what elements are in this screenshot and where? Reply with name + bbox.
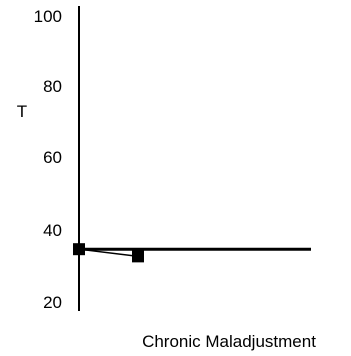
y-tick-label-100: 100 [34, 7, 62, 26]
y-axis-label: T [17, 102, 27, 121]
x-axis-label: Chronic Maladjustment [142, 332, 316, 351]
y-tick-labels: 100 80 60 40 20 [34, 7, 62, 312]
y-tick-label-40: 40 [43, 221, 62, 240]
y-tick-label-60: 60 [43, 148, 62, 167]
data-point-marker-0 [73, 243, 85, 256]
series-layer [73, 243, 144, 263]
y-tick-label-20: 20 [43, 293, 62, 312]
y-tick-label-80: 80 [43, 77, 62, 96]
series-0-line [78, 248, 139, 258]
data-point-marker-1 [132, 250, 144, 263]
